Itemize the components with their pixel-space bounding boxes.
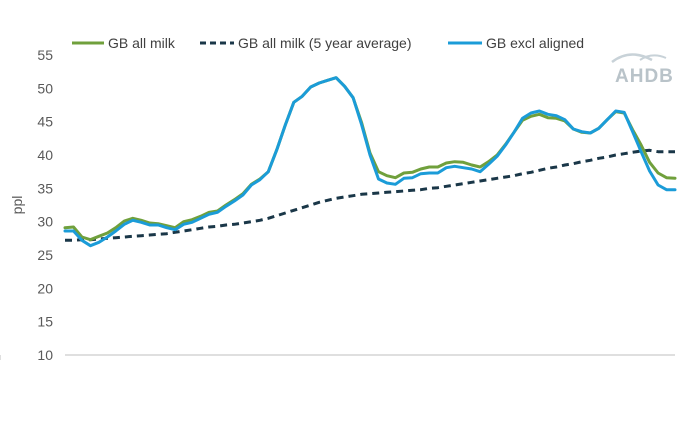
logo-swoosh-icon xyxy=(611,53,667,64)
logo-text: AHDB xyxy=(615,66,674,87)
y-tick-label: 10 xyxy=(37,347,53,363)
x-axis: undefined-Nundefined-Nundefined-Nundefin… xyxy=(0,354,675,360)
y-tick-label: 25 xyxy=(37,247,53,263)
legend: GB all milk GB all milk (5 year average) G… xyxy=(72,35,584,51)
y-axis-title: ppl xyxy=(9,196,25,215)
series-line-3 xyxy=(63,76,677,248)
y-tick-label: 40 xyxy=(37,147,53,163)
y-tick-label: 55 xyxy=(37,47,53,63)
y-tick-label: 45 xyxy=(37,114,53,130)
y-tick-label: 15 xyxy=(37,314,53,330)
y-tick-label: 35 xyxy=(37,180,53,196)
ahdb-logo: AHDB xyxy=(611,53,674,87)
series-layer xyxy=(63,76,677,248)
legend-label: GB all milk xyxy=(108,35,176,51)
y-tick-label: 20 xyxy=(37,280,53,296)
series-line-2 xyxy=(65,148,675,242)
legend-label: GB all milk (5 year average) xyxy=(238,35,412,51)
y-axis: 10 15 20 25 30 35 40 45 50 55 ppl xyxy=(9,47,53,363)
y-tick-label: 30 xyxy=(37,214,53,230)
y-tick-label: 50 xyxy=(37,80,53,96)
legend-label: GB excl aligned xyxy=(486,35,584,51)
